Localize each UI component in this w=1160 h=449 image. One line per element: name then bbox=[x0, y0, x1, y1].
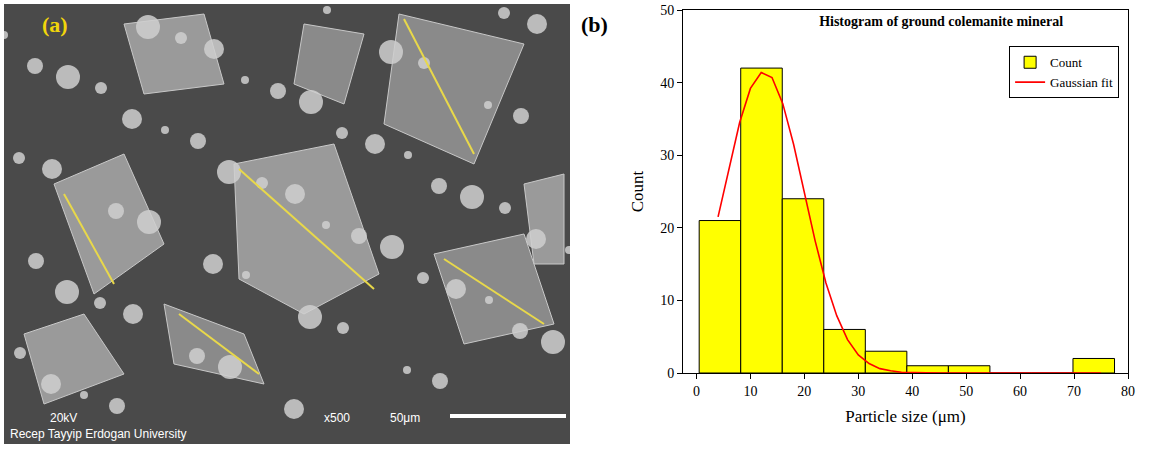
svg-text:50μm: 50μm bbox=[390, 411, 420, 425]
svg-text:70: 70 bbox=[1067, 384, 1081, 399]
svg-text:40: 40 bbox=[905, 384, 919, 399]
svg-text:80: 80 bbox=[1121, 384, 1135, 399]
svg-text:20: 20 bbox=[660, 221, 674, 236]
svg-text:40: 40 bbox=[660, 76, 674, 91]
svg-text:x500: x500 bbox=[324, 411, 350, 425]
svg-text:60: 60 bbox=[1013, 384, 1027, 399]
svg-text:0: 0 bbox=[693, 384, 700, 399]
svg-text:(b): (b) bbox=[581, 12, 608, 37]
svg-text:30: 30 bbox=[660, 148, 674, 163]
svg-text:(a): (a) bbox=[42, 12, 68, 37]
svg-text:20: 20 bbox=[797, 384, 811, 399]
svg-text:10: 10 bbox=[660, 293, 674, 308]
svg-text:20kV: 20kV bbox=[50, 411, 77, 425]
svg-text:10: 10 bbox=[743, 384, 757, 399]
svg-text:50: 50 bbox=[959, 384, 973, 399]
svg-text:Count: Count bbox=[628, 170, 647, 212]
svg-text:30: 30 bbox=[851, 384, 865, 399]
svg-text:50: 50 bbox=[660, 3, 674, 18]
svg-text:0: 0 bbox=[667, 366, 674, 381]
svg-text:Recep Tayyip Erdogan Universit: Recep Tayyip Erdogan University bbox=[10, 427, 187, 441]
svg-text:Particle size (μm): Particle size (μm) bbox=[845, 407, 966, 426]
svg-text:Count: Count bbox=[1050, 55, 1082, 70]
svg-text:Gaussian fit: Gaussian fit bbox=[1050, 75, 1113, 90]
svg-text:Histogram of ground colemanite: Histogram of ground colemanite mineral bbox=[819, 14, 1063, 29]
